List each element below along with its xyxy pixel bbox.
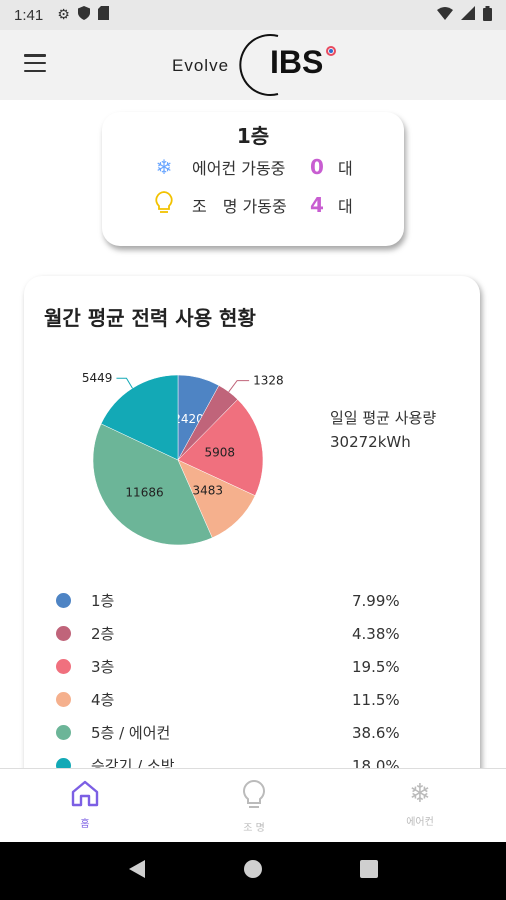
pie-leader-line bbox=[116, 377, 133, 389]
pie-value-label: 5449 bbox=[82, 371, 113, 385]
legend-percent: 19.5% bbox=[352, 657, 400, 676]
legend-item: 1층 7.99% bbox=[56, 584, 456, 617]
pie-slice bbox=[92, 423, 213, 546]
ac-status-label: 에어컨 가동중 bbox=[192, 159, 286, 178]
home-circle-icon[interactable] bbox=[243, 859, 263, 883]
pie-value-label: 11686 bbox=[125, 486, 163, 500]
ac-unit: 대 bbox=[338, 159, 353, 178]
pie-slice bbox=[100, 374, 179, 461]
legend-color-dot bbox=[56, 725, 71, 740]
legend-item: 3층 19.5% bbox=[56, 650, 456, 683]
legend-color-dot bbox=[56, 659, 71, 674]
app-bar: Evolve IBS bbox=[0, 30, 506, 100]
legend-color-dot bbox=[56, 626, 71, 641]
pie-chart: 2420 1328 5908 3483 11686 5449 bbox=[82, 371, 284, 546]
floor-title: 1층 bbox=[236, 124, 270, 148]
legend-percent: 38.6% bbox=[352, 723, 400, 742]
legend-color-dot bbox=[56, 692, 71, 707]
legend-item: 5층 / 에어컨 38.6% bbox=[56, 716, 456, 749]
brand-evolve: Evolve bbox=[172, 56, 230, 75]
nav-home-label: 홈 bbox=[80, 819, 90, 830]
chart-legend: 1층 7.99% 2층 4.38% 3층 19.5% 4층 11.5% 5층 / 에어컨 38.6… bbox=[56, 584, 456, 782]
status-time: 1:41 bbox=[14, 6, 44, 24]
nav-lighting-label: 조 명 bbox=[243, 823, 265, 834]
legend-item: 2층 4.38% bbox=[56, 617, 456, 650]
snowflake-icon: ❄ bbox=[155, 155, 173, 179]
daily-average-value: 30272kWh bbox=[330, 433, 411, 451]
system-nav-bar bbox=[0, 842, 506, 900]
status-bar: 1:41 ⚙ bbox=[0, 0, 506, 30]
recents-icon[interactable] bbox=[359, 860, 378, 882]
light-unit: 대 bbox=[338, 197, 353, 216]
legend-label: 5층 / 에어컨 bbox=[91, 724, 171, 742]
lightbulb-icon bbox=[152, 190, 176, 220]
legend-color-dot bbox=[56, 593, 71, 608]
legend-label: 2층 bbox=[91, 625, 115, 643]
settings-gear-icon: ⚙ bbox=[57, 7, 70, 23]
legend-percent: 7.99% bbox=[352, 591, 400, 610]
ac-count: 0 bbox=[310, 155, 324, 179]
brand-ibs: IBS bbox=[270, 44, 324, 80]
snowflake-icon: ❄ bbox=[409, 779, 431, 809]
nav-home[interactable]: 홈 bbox=[35, 779, 135, 830]
nav-aircon-label: 에어컨 bbox=[406, 817, 434, 828]
pie-value-label: 3483 bbox=[192, 483, 223, 497]
pie-value-label: 1328 bbox=[253, 374, 284, 388]
pie-leader-line bbox=[228, 380, 250, 393]
power-usage-card: 월간 평균 전력 사용 현황 2420 1328 5908 3483 11686 5449… bbox=[24, 276, 480, 836]
home-icon bbox=[71, 780, 99, 807]
light-count: 4 bbox=[310, 193, 324, 217]
battery-icon bbox=[483, 5, 492, 25]
sd-card-icon bbox=[97, 6, 109, 24]
legend-label: 4층 bbox=[91, 691, 115, 709]
menu-icon[interactable] bbox=[24, 54, 46, 72]
wifi-icon bbox=[437, 6, 453, 24]
shield-icon bbox=[77, 6, 90, 24]
ac-status-row: ❄ 에어컨 가동중 0 대 bbox=[152, 154, 353, 180]
legend-item: 4층 11.5% bbox=[56, 683, 456, 716]
nav-aircon[interactable]: ❄ 에어컨 bbox=[370, 779, 470, 828]
nav-lighting[interactable]: 조 명 bbox=[204, 779, 304, 834]
legend-percent: 4.38% bbox=[352, 624, 400, 643]
chart-title: 월간 평균 전력 사용 현황 bbox=[44, 306, 256, 330]
bottom-nav: 홈 조 명 ❄ 에어컨 bbox=[0, 768, 506, 842]
legend-label: 3층 bbox=[91, 658, 115, 676]
signal-icon bbox=[461, 6, 475, 24]
light-status-label: 조 명 가동중 bbox=[192, 197, 287, 216]
back-icon[interactable] bbox=[128, 859, 146, 883]
brand-logo: Evolve IBS bbox=[170, 32, 340, 98]
lightbulb-icon bbox=[243, 779, 265, 808]
floor-status-card[interactable]: 1층 ❄ 에어컨 가동중 0 대 조 명 가동중 4 대 bbox=[102, 112, 404, 246]
daily-average: 일일 평균 사용량 30272kWh bbox=[330, 406, 436, 454]
pie-value-label: 2420 bbox=[173, 412, 204, 426]
legend-percent: 11.5% bbox=[352, 690, 400, 709]
light-status-row: 조 명 가동중 4 대 bbox=[152, 190, 353, 220]
legend-label: 1층 bbox=[91, 592, 115, 610]
daily-average-label: 일일 평균 사용량 bbox=[330, 409, 437, 427]
pie-slice bbox=[177, 399, 264, 497]
pie-value-label: 5908 bbox=[205, 445, 236, 459]
